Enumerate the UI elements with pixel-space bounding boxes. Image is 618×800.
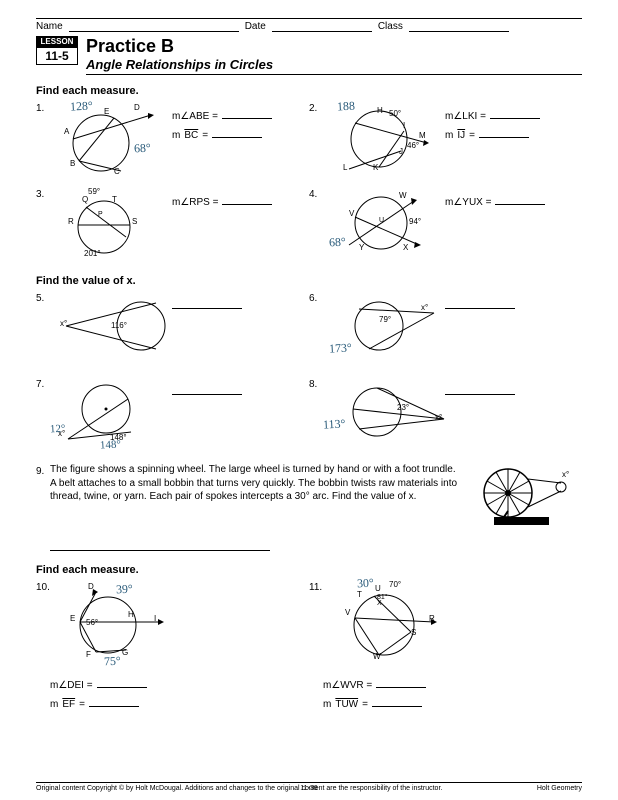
- diagram-2: H I M J K L 50° 46° 188: [329, 101, 439, 179]
- answer-blank[interactable]: [495, 195, 545, 205]
- lesson-badge: LESSON: [36, 36, 78, 47]
- answer-blank[interactable]: [89, 697, 139, 707]
- handwriting: 68°: [134, 141, 152, 157]
- date-blank[interactable]: [272, 21, 372, 32]
- spinning-wheel-icon: x°: [476, 463, 576, 538]
- word-problem-text: The figure shows a spinning wheel. The l…: [50, 464, 457, 502]
- section-heading-2: Find the value of x.: [36, 275, 582, 287]
- date-label: Date: [245, 21, 266, 32]
- page-footer: Original content Copyright © by Holt McD…: [36, 782, 582, 792]
- worksheet-header: Name Date Class: [36, 18, 582, 32]
- copyright-text: Original content Copyright © by Holt McD…: [36, 785, 442, 792]
- answer-blank[interactable]: [376, 678, 426, 688]
- answer-blank[interactable]: [97, 678, 147, 688]
- page-number: 11-36: [300, 785, 317, 792]
- answer-blank[interactable]: [222, 109, 272, 119]
- diagram-8: x° 23° 113°: [329, 377, 439, 455]
- subtitle: Angle Relationships in Circles: [86, 57, 582, 75]
- answer-blank[interactable]: [50, 541, 270, 551]
- answer-blank[interactable]: [172, 385, 242, 395]
- section-heading-3: Find each measure.: [36, 564, 582, 576]
- handwriting: 188: [337, 99, 356, 115]
- diagram-5: x° 116°: [56, 291, 166, 369]
- answer-blank[interactable]: [212, 128, 262, 138]
- brand-text: Holt Geometry: [537, 785, 582, 792]
- answer-blank[interactable]: [479, 128, 529, 138]
- answer-blank[interactable]: [372, 697, 422, 707]
- svg-text:x°: x°: [562, 470, 569, 479]
- answer-blank[interactable]: [445, 299, 515, 309]
- problem-number: 1.: [36, 101, 50, 114]
- main-title: Practice B: [86, 36, 582, 57]
- section-heading-1: Find each measure.: [36, 85, 582, 97]
- question-label: m∠ABE =: [172, 111, 218, 122]
- diagram-10: D E F G H I 56° 39° 75°: [56, 580, 166, 670]
- handwriting: 128°: [70, 98, 94, 114]
- class-blank[interactable]: [409, 21, 509, 32]
- diagram-4: W V U Y X 94° 68°: [329, 187, 439, 265]
- diagram-7: x° 148° 12° 148°: [56, 377, 166, 455]
- class-label: Class: [378, 21, 403, 32]
- diagram-11: U V W R S T X 70° 81° 30°: [329, 580, 439, 670]
- lesson-header: LESSON 11-5 Practice B Angle Relationshi…: [36, 36, 582, 75]
- answer-blank[interactable]: [222, 195, 272, 205]
- diagram-1: E D A B C 128° 68°: [56, 101, 166, 179]
- diagram-6: x° 79° 173°: [329, 291, 439, 369]
- diagram-3: Q T R S P 59° 201°: [56, 187, 166, 265]
- answer-blank[interactable]: [490, 109, 540, 119]
- lesson-number: 11-5: [36, 47, 78, 65]
- name-label: Name: [36, 21, 63, 32]
- problem-number: 2.: [309, 101, 323, 114]
- name-blank[interactable]: [69, 21, 239, 32]
